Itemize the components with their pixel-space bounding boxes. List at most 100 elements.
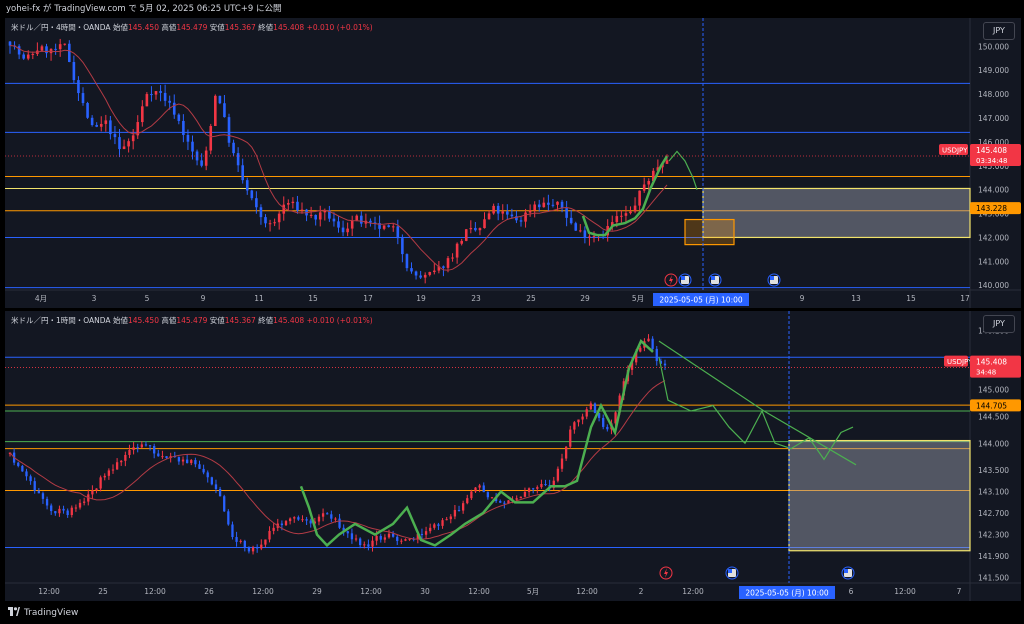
cursor-date-bg xyxy=(739,586,835,599)
candle-body xyxy=(593,403,597,414)
legend-high: 145.479 xyxy=(176,316,208,325)
time-tick-label: 17 xyxy=(960,294,970,303)
chart-panel-4h[interactable]: 米ドル／円・4時間・OANDA 始値145.450 高値145.479 安値14… xyxy=(5,18,1021,308)
candle-body xyxy=(371,540,374,547)
candle-body xyxy=(469,227,473,230)
candle-body xyxy=(656,167,660,171)
candle-body xyxy=(487,213,491,220)
currency-button[interactable]: JPY xyxy=(983,22,1015,40)
candle-body xyxy=(464,229,468,241)
candle-body xyxy=(499,500,502,503)
time-tick-label: 12:00 xyxy=(38,587,60,596)
candle-body xyxy=(367,544,370,547)
candle-body xyxy=(122,146,126,150)
price-tag-bg xyxy=(970,144,1021,167)
candle-body xyxy=(507,500,510,504)
candle-body xyxy=(375,535,378,541)
candle-body xyxy=(405,254,409,269)
chart-panel-1h[interactable]: 米ドル／円・1時間・OANDA 始値145.450 高値145.479 安値14… xyxy=(5,311,1021,601)
time-tick-label: 9 xyxy=(800,294,805,303)
candle-body xyxy=(401,238,404,255)
candle-body xyxy=(309,520,312,524)
time-tick-label: 2 xyxy=(639,587,644,596)
candle-body xyxy=(107,470,111,476)
cursor-date-bg xyxy=(653,293,749,306)
candle-body xyxy=(37,490,40,494)
projection-line xyxy=(658,357,854,461)
candle-body xyxy=(245,180,249,191)
candle-body xyxy=(540,483,543,488)
candle-body xyxy=(165,456,168,459)
candle-body xyxy=(145,94,149,107)
candle-body xyxy=(597,413,601,418)
time-tick-label: 5月 xyxy=(527,587,539,596)
candle-body xyxy=(62,508,65,511)
legend-low: 145.367 xyxy=(224,316,256,325)
candle-body xyxy=(338,518,341,528)
candle-body xyxy=(441,520,444,526)
candle-body xyxy=(200,160,203,166)
chart-canvas-4h[interactable]: 150.000 149.000 148.000 147.000 146.000 145.0… xyxy=(5,18,1021,308)
candle-body xyxy=(663,363,667,366)
candle-body xyxy=(314,214,317,220)
time-tick-label: 29 xyxy=(312,587,322,596)
flash-glyph-icon xyxy=(664,568,668,578)
time-tick-label: 19 xyxy=(416,294,426,303)
countdown-tag: 03:34:48 xyxy=(976,157,1007,165)
candle-body xyxy=(478,485,481,488)
flash-glyph-icon xyxy=(669,275,673,285)
candle-body xyxy=(483,219,486,229)
flag-canton-icon xyxy=(681,276,685,280)
currency-button[interactable]: JPY xyxy=(983,315,1015,333)
candle-body xyxy=(433,524,436,528)
candle-body xyxy=(50,505,53,512)
candle-body xyxy=(153,445,156,454)
candle-body xyxy=(163,92,167,101)
price-tick-label: 144.500 xyxy=(978,412,1009,421)
candle-body xyxy=(264,217,267,224)
projection-line xyxy=(668,150,698,190)
candle-body xyxy=(154,91,158,95)
price-tick-label: 143.500 xyxy=(978,466,1009,475)
candle-body xyxy=(560,201,564,209)
candle-body xyxy=(581,416,584,420)
candle-body xyxy=(620,215,623,217)
candle-body xyxy=(260,544,263,549)
candle-body xyxy=(40,46,44,51)
time-tick-label: 23 xyxy=(471,294,481,303)
candle-body xyxy=(45,46,48,54)
candle-body xyxy=(318,212,322,220)
legend-high-label: 高値 xyxy=(161,316,177,325)
candle-body xyxy=(218,488,222,497)
candle-body xyxy=(72,62,76,81)
candle-body xyxy=(478,228,482,231)
candle-body xyxy=(168,100,171,103)
candle-body xyxy=(227,117,231,143)
candle-body xyxy=(410,268,413,272)
candle-body xyxy=(537,204,541,208)
tradingview-logo-icon xyxy=(8,607,20,616)
candle-body xyxy=(182,120,185,135)
legend-low-label: 安値 xyxy=(209,23,225,32)
candle-body xyxy=(383,537,387,540)
legend-symbol: 米ドル／円・4時間・OANDA xyxy=(11,23,111,32)
candle-body xyxy=(414,271,418,276)
candle-body xyxy=(223,103,226,118)
level-tag: 144.705 xyxy=(976,401,1007,410)
candle-body xyxy=(451,257,454,259)
candle-body xyxy=(564,446,568,459)
zone-box xyxy=(702,187,971,239)
tradingview-brand[interactable]: TradingView xyxy=(8,607,78,618)
candle-body xyxy=(31,53,35,55)
candle-body xyxy=(77,80,80,94)
candle-body xyxy=(111,469,115,471)
chart-canvas-1h[interactable]: 146.100145.500145.000144.500144.000143.5… xyxy=(5,311,1021,601)
price-tick-label: 145.000 xyxy=(978,162,1009,171)
candle-body xyxy=(231,524,234,538)
candle-body xyxy=(400,540,403,542)
candle-body xyxy=(423,274,427,278)
candle-body xyxy=(453,509,457,517)
candle-body xyxy=(223,496,226,512)
time-tick-label: 12:00 xyxy=(144,587,166,596)
candle-body xyxy=(420,533,424,535)
